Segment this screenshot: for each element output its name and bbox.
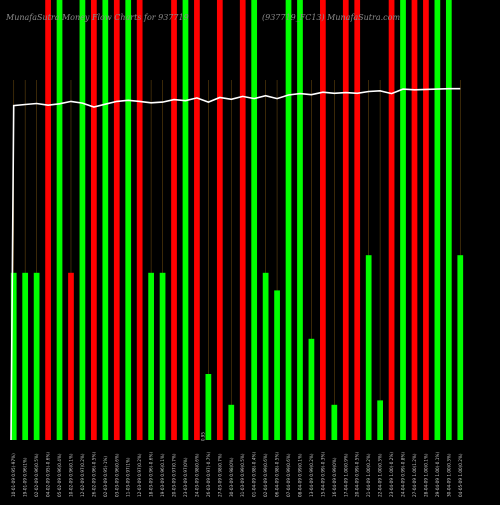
center-label: 0.95 [201,432,206,441]
bar [228,404,235,440]
bar [68,272,74,440]
bar [434,0,441,440]
bar [251,0,258,440]
bar [79,0,86,440]
bar [388,0,395,440]
price-line [10,87,461,441]
bar [274,290,280,440]
bar [136,0,143,440]
chart-title-left: MunafaSutra Money Flow Charts for 937719 [6,13,189,22]
tick-label: 17-04-09 1.00(0.9%) [343,453,348,497]
tick-label: 02-02-09 0.96(0.5%) [34,453,39,497]
bar [331,404,338,440]
chart-title-right: (937719_FC13) MunafaSutra.com [262,13,401,22]
tick-label: 12-02-09 0.97(0.2%) [80,453,85,497]
bar [320,0,326,440]
tick-label: 30-04-09 1.00(0.3%) [446,453,451,497]
tick-label: 21-04-09 1.00(0.2%) [366,453,371,497]
tick-label: 20-03-09 0.97(0.7%) [172,453,177,497]
tick-label: 27-04-09 1.00(1.2%) [412,453,417,497]
bar [411,0,418,440]
bar [308,338,315,440]
bar [297,0,303,440]
bar [113,0,120,440]
tick-label: 07-04-09 0.99(0.6%) [286,453,291,497]
tick-label: 10-02-09 0.96(0.1%) [68,453,73,497]
tick-label: 22-04-09 1.00(0.3%) [378,453,383,497]
tick-label: 29-04-09 1.00(-0.1%) [435,452,440,497]
bar [45,0,51,440]
bar [400,0,406,440]
tick-label: 02-03-09 0.95(-1%) [103,456,108,497]
bar [457,255,464,440]
bar [423,0,429,440]
tick-label: 20-04-09 0.99(-0.5%) [355,452,360,497]
tick-label: 24-04-09 0.99(-0.8%) [401,452,406,497]
tick-label: 18-03-09 0.96(-0.6%) [149,452,154,497]
tick-label: 12-03-09 0.97(0.2%) [137,453,142,497]
tick-label: 04-05-09 1.00(0.2%) [458,453,463,497]
bar [262,272,269,440]
tick-label: 15-04-09 0.99(-0.3%) [320,452,325,497]
tick-label: 19-03-09 0.96(0.1%) [160,453,165,497]
tick-label: 23-04-09 1.00(-0.2%) [389,452,394,497]
bar [377,400,383,440]
tick-label: 19-01-09 0.96(1%) [23,457,28,497]
bar [91,0,97,440]
tick-label: 10-01-09 0.95(-97%) [11,453,16,497]
bar [22,272,29,440]
bar [239,0,246,440]
tick-label: 26-02-09 0.96(-0.5%) [91,452,96,497]
bar [354,0,361,440]
tick-label: 01-04-09 0.98(-0.4%) [252,452,257,497]
tick-label: 31-03-09 0.99(0.5%) [240,453,245,497]
bar [148,272,154,440]
bar [285,0,292,440]
tick-label: 24-03-09 0.98(0.6%) [194,453,199,497]
tick-label: 23-03-09 0.97(0%) [183,457,188,497]
tick-label: 13-04-09 0.99(0.2%) [309,453,314,497]
bar [365,255,372,440]
tick-label: 16-04-09 0.99(0%) [332,457,337,497]
bar [445,0,452,440]
bar [33,272,40,440]
bar [171,0,177,440]
tick-label: 27-03-09 0.98(0.7%) [217,453,222,497]
tick-label: 03-03-09 0.96(0.6%) [114,453,119,497]
tick-label: 06-04-09 0.98(-0.5%) [275,452,280,497]
tick-label: 02-04-09 0.99(0.6%) [263,453,268,497]
bar [182,0,189,440]
bar [342,0,349,440]
bar [159,272,166,440]
tick-label: 11-03-09 0.97(1%) [126,457,131,497]
tick-label: 05-02-09 0.96(0.4%) [57,453,62,497]
bar [205,374,212,440]
bar [216,0,223,440]
tick-label: 04-02-09 0.95(-0.6%) [46,452,51,497]
tick-label: 26-03-09 0.97(-0.7%) [206,452,211,497]
bar [56,0,63,440]
bar [10,272,17,440]
tick-label: 30-03-09 0.98(0%) [229,457,234,497]
bar [102,0,109,440]
tick-label: 28-04-09 1.00(0.1%) [423,453,428,497]
tick-label: 08-04-09 0.99(0.1%) [297,453,302,497]
bar [194,0,200,440]
bar [125,0,132,440]
